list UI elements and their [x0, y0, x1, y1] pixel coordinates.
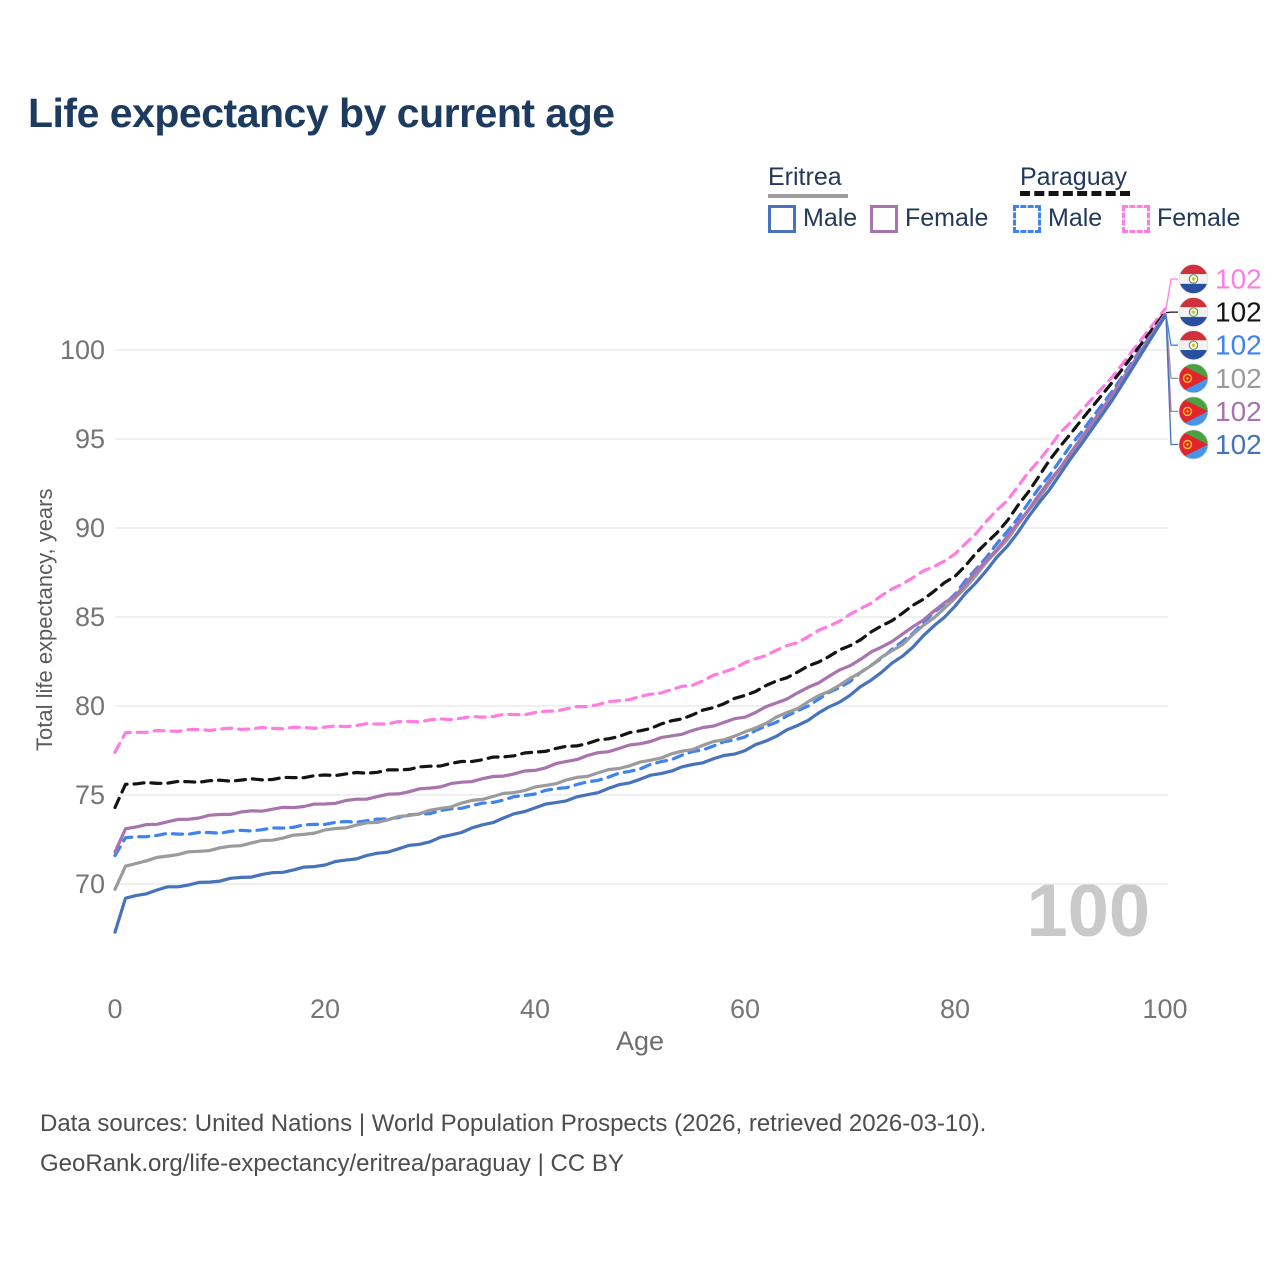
eritrea-flag-icon [1178, 396, 1209, 427]
attribution-text: GeoRank.org/life-expectancy/eritrea/para… [40, 1150, 624, 1177]
series-line-eritrea-male[interactable] [113, 314, 1167, 934]
paraguay-dashed-line-sample [1020, 191, 1130, 196]
eritrea-female-swatch-icon [870, 204, 898, 233]
y-tick-label-100: 100 [60, 335, 105, 365]
eritrea-solid-line-sample [768, 194, 848, 198]
legend-item-label: Male [1048, 204, 1103, 232]
y-tick-label-85: 85 [75, 602, 105, 632]
y-tick-label-75: 75 [75, 780, 105, 810]
end-value-label-eritrea-male: 102 [1215, 429, 1262, 460]
eritrea-flag-icon [1178, 363, 1209, 394]
legend-item-label: Male [803, 204, 858, 232]
eritrea-male-swatch-icon [768, 204, 796, 233]
leader-line-eritrea-male [1165, 316, 1178, 446]
leader-line-paraguay-both-sexes [1165, 311, 1178, 314]
series-line-eritrea-both-sexes[interactable] [113, 312, 1167, 891]
end-value-label-paraguay-female: 102 [1215, 264, 1262, 295]
legend-item-eritrea-female[interactable]: Female [870, 204, 988, 233]
series-line-paraguay-female[interactable] [113, 307, 1167, 754]
leader-line-paraguay-female [1165, 278, 1178, 310]
x-tick-label-80: 80 [940, 994, 970, 1024]
x-tick-label-40: 40 [520, 994, 550, 1024]
x-tick-label-20: 20 [310, 994, 340, 1024]
data-sources-text: Data sources: United Nations | World Pop… [40, 1110, 987, 1137]
leader-line-paraguay-male [1165, 314, 1178, 346]
legend-item-eritrea-male[interactable]: Male [768, 204, 857, 233]
end-value-label-paraguay-male: 102 [1215, 330, 1262, 361]
series-line-eritrea-female[interactable] [113, 312, 1167, 854]
paraguay-female-swatch-icon [1122, 204, 1150, 233]
legend-item-label: Female [905, 204, 989, 232]
series-line-paraguay-male[interactable] [113, 312, 1167, 858]
x-axis-title: Age [615, 1026, 665, 1056]
legend-item-paraguay-male[interactable]: Male [1013, 204, 1102, 233]
legend-group-paraguay-label: Paraguay [1020, 163, 1128, 191]
y-tick-label-95: 95 [75, 424, 105, 454]
end-value-label-eritrea-female: 102 [1215, 396, 1262, 427]
paraguay-flag-icon [1178, 264, 1209, 294]
eritrea-flag-icon [1178, 429, 1209, 460]
legend-item-paraguay-female[interactable]: Female [1122, 204, 1240, 233]
end-value-label-eritrea-both-sexes: 102 [1215, 363, 1262, 394]
current-age-watermark: 100 [1026, 869, 1150, 952]
y-tick-label-90: 90 [75, 513, 105, 543]
x-tick-label-0: 0 [107, 994, 122, 1024]
legend-item-label: Female [1157, 204, 1241, 232]
x-tick-label-60: 60 [730, 994, 760, 1024]
series-line-paraguay-both-sexes[interactable] [113, 311, 1167, 810]
paraguay-male-swatch-icon [1013, 204, 1041, 233]
x-tick-label-100: 100 [1142, 994, 1187, 1024]
y-tick-label-70: 70 [75, 869, 105, 899]
legend-group-eritrea-label: Eritrea [768, 163, 842, 191]
end-value-label-paraguay-both-sexes: 102 [1215, 297, 1262, 328]
y-tick-label-80: 80 [75, 691, 105, 721]
page-title: Life expectancy by current age [28, 90, 615, 136]
paraguay-flag-icon [1178, 330, 1209, 361]
paraguay-flag-icon [1178, 297, 1209, 327]
